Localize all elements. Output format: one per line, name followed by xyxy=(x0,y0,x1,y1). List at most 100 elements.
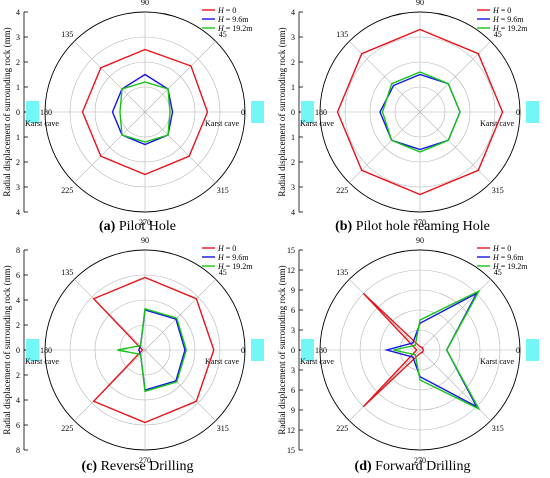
angle-label-b: 270 xyxy=(414,218,426,227)
spoke-b xyxy=(349,111,421,183)
caption-c-letter: (c) xyxy=(81,459,98,474)
series-line-d-2 xyxy=(384,291,479,409)
radial-tick-label-c: 6 xyxy=(16,271,20,280)
series-line-b-2 xyxy=(379,73,461,151)
angle-label-b: 180 xyxy=(315,108,327,117)
angle-label-b: 315 xyxy=(492,186,504,195)
radial-tick-label-c: 8 xyxy=(16,246,20,255)
spoke-d xyxy=(349,279,421,351)
radial-tick-label-d: 3 xyxy=(291,326,295,335)
radial-tick-label-c: 8 xyxy=(16,446,20,455)
legend-value: = 9.6m xyxy=(224,253,250,262)
spoke-d xyxy=(349,349,421,421)
y-axis-label-d: Radial displacement of surrounding rock … xyxy=(277,265,287,434)
legend-label-d-3: H = 19.2m xyxy=(492,262,528,271)
angle-label-a: 225 xyxy=(61,186,73,195)
series-line-b-1 xyxy=(336,28,504,196)
angle-label-c: 0 xyxy=(241,346,245,355)
legend-value: = 19.2m xyxy=(499,262,529,271)
legend-value: = 0 xyxy=(499,6,512,15)
radial-tick-label-d: 12 xyxy=(287,266,295,275)
angle-label-d: 270 xyxy=(414,456,426,465)
angle-label-c: 90 xyxy=(141,236,149,245)
radial-tick-label-d: 6 xyxy=(291,386,295,395)
panel-b: Radial displacement of surrounding rock … xyxy=(275,0,550,236)
legend-var: H xyxy=(492,15,500,24)
karst-cave-label-left-d: Karst cave xyxy=(300,357,334,366)
radial-tick-label-a: 1 xyxy=(16,83,20,92)
angle-label-b: 0 xyxy=(516,108,520,117)
karst-cave-label-left-b: Karst cave xyxy=(300,119,334,128)
radial-tick-label-c: 2 xyxy=(16,371,20,380)
caption-b-letter: (b) xyxy=(335,219,353,234)
spoke-c xyxy=(144,349,216,421)
spoke-b xyxy=(419,111,491,183)
karst-cave-marker-right-d xyxy=(526,339,539,361)
radial-tick-label-b: 0 xyxy=(291,108,295,117)
radial-tick-label-b: 3 xyxy=(291,33,295,42)
legend-value: = 9.6m xyxy=(224,15,250,24)
radial-tick-label-a: 3 xyxy=(16,183,20,192)
radial-tick-label-c: 0 xyxy=(16,346,20,355)
radial-tick-label-d: 0 xyxy=(291,346,295,355)
radial-tick-label-d: 9 xyxy=(291,286,295,295)
legend-var: H xyxy=(217,244,225,253)
legend-var: H xyxy=(217,15,225,24)
radar-chart-c: Radial displacement of surrounding rock … xyxy=(2,236,264,465)
panel-a: Radial displacement of surrounding rock … xyxy=(0,0,275,236)
karst-cave-marker-right-a xyxy=(251,101,264,123)
radial-tick-label-b: 1 xyxy=(291,83,295,92)
angle-label-b: 225 xyxy=(336,186,348,195)
radial-tick-label-d: 12 xyxy=(287,426,295,435)
radial-tick-label-a: 3 xyxy=(16,33,20,42)
legend-var: H xyxy=(492,6,500,15)
radial-tick-label-c: 4 xyxy=(16,296,20,305)
karst-cave-label-left-a: Karst cave xyxy=(25,119,59,128)
caption-d-text: Forward Drilling xyxy=(375,459,471,474)
radial-tick-label-b: 3 xyxy=(291,183,295,192)
spoke-b xyxy=(349,41,421,113)
legend-label-b-2: H = 9.6m xyxy=(492,15,524,24)
radial-tick-label-b: 1 xyxy=(291,133,295,142)
caption-c-text: Reverse Drilling xyxy=(100,459,194,474)
angle-label-d: 180 xyxy=(315,346,327,355)
karst-cave-marker-left-b xyxy=(301,101,314,123)
y-axis-label-b: Radial displacement of surrounding rock … xyxy=(277,27,287,196)
legend-var: H xyxy=(217,6,225,15)
legend-var: H xyxy=(492,253,500,262)
angle-label-b: 135 xyxy=(336,30,348,39)
legend-value: = 0 xyxy=(224,244,237,253)
angle-label-c: 135 xyxy=(61,268,73,277)
spoke-a xyxy=(144,111,216,183)
series-line-d-1 xyxy=(362,292,425,408)
angle-label-a: 135 xyxy=(61,30,73,39)
legend-value: = 0 xyxy=(224,6,237,15)
panel-d: Radial displacement of surrounding rock … xyxy=(275,236,550,474)
angle-label-d: 90 xyxy=(416,236,424,245)
legend-var: H xyxy=(492,244,500,253)
series-line-a-2 xyxy=(111,73,174,146)
legend-var: H xyxy=(492,262,500,271)
radial-tick-label-d: 6 xyxy=(291,306,295,315)
angle-label-a: 315 xyxy=(217,186,229,195)
series-line-d-3 xyxy=(393,289,481,411)
radial-tick-label-d: 9 xyxy=(291,406,295,415)
angle-label-c: 315 xyxy=(217,424,229,433)
karst-cave-marker-right-b xyxy=(526,101,539,123)
legend-label-a-3: H = 19.2m xyxy=(217,24,253,33)
karst-cave-label-right-a: Karst cave xyxy=(205,119,239,128)
angle-label-d: 0 xyxy=(516,346,520,355)
radial-tick-label-d: 15 xyxy=(287,446,295,455)
radial-tick-label-a: 1 xyxy=(16,133,20,142)
legend-var: H xyxy=(492,24,500,33)
series-line-c-2 xyxy=(138,309,186,391)
spoke-a xyxy=(144,41,216,113)
series-line-a-3 xyxy=(119,81,171,143)
angle-label-c: 45 xyxy=(219,268,227,277)
radial-tick-label-c: 2 xyxy=(16,321,20,330)
legend-var: H xyxy=(217,262,225,271)
spoke-a xyxy=(74,41,146,113)
angle-label-b: 90 xyxy=(416,0,424,7)
legend-value: = 9.6m xyxy=(499,253,525,262)
series-line-c-3 xyxy=(117,307,188,393)
